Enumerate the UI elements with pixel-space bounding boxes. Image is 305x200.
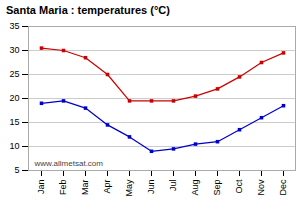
svg-text:Jan: Jan — [36, 180, 46, 195]
svg-text:May: May — [124, 179, 134, 197]
svg-text:5: 5 — [14, 165, 19, 175]
svg-text:Oct: Oct — [234, 179, 244, 194]
svg-text:Jul: Jul — [168, 180, 178, 192]
svg-text:Nov: Nov — [256, 179, 266, 196]
svg-text:www.allmetsat.com: www.allmetsat.com — [34, 159, 104, 168]
svg-text:35: 35 — [9, 21, 19, 31]
svg-text:Mar: Mar — [80, 179, 90, 195]
svg-text:15: 15 — [9, 117, 19, 127]
svg-text:Feb: Feb — [58, 180, 68, 196]
svg-text:20: 20 — [9, 93, 19, 103]
svg-text:Jun: Jun — [146, 180, 156, 195]
svg-text:10: 10 — [9, 141, 19, 151]
svg-text:Sep: Sep — [212, 180, 222, 196]
svg-text:Dec: Dec — [278, 179, 288, 196]
svg-text:25: 25 — [9, 69, 19, 79]
svg-text:Aug: Aug — [190, 180, 200, 196]
svg-text:30: 30 — [9, 45, 19, 55]
html-text:Santa Maria : temperatures (°C: Santa Maria : temperatures (°C) — [6, 4, 170, 16]
svg-text:Apr: Apr — [102, 180, 112, 194]
